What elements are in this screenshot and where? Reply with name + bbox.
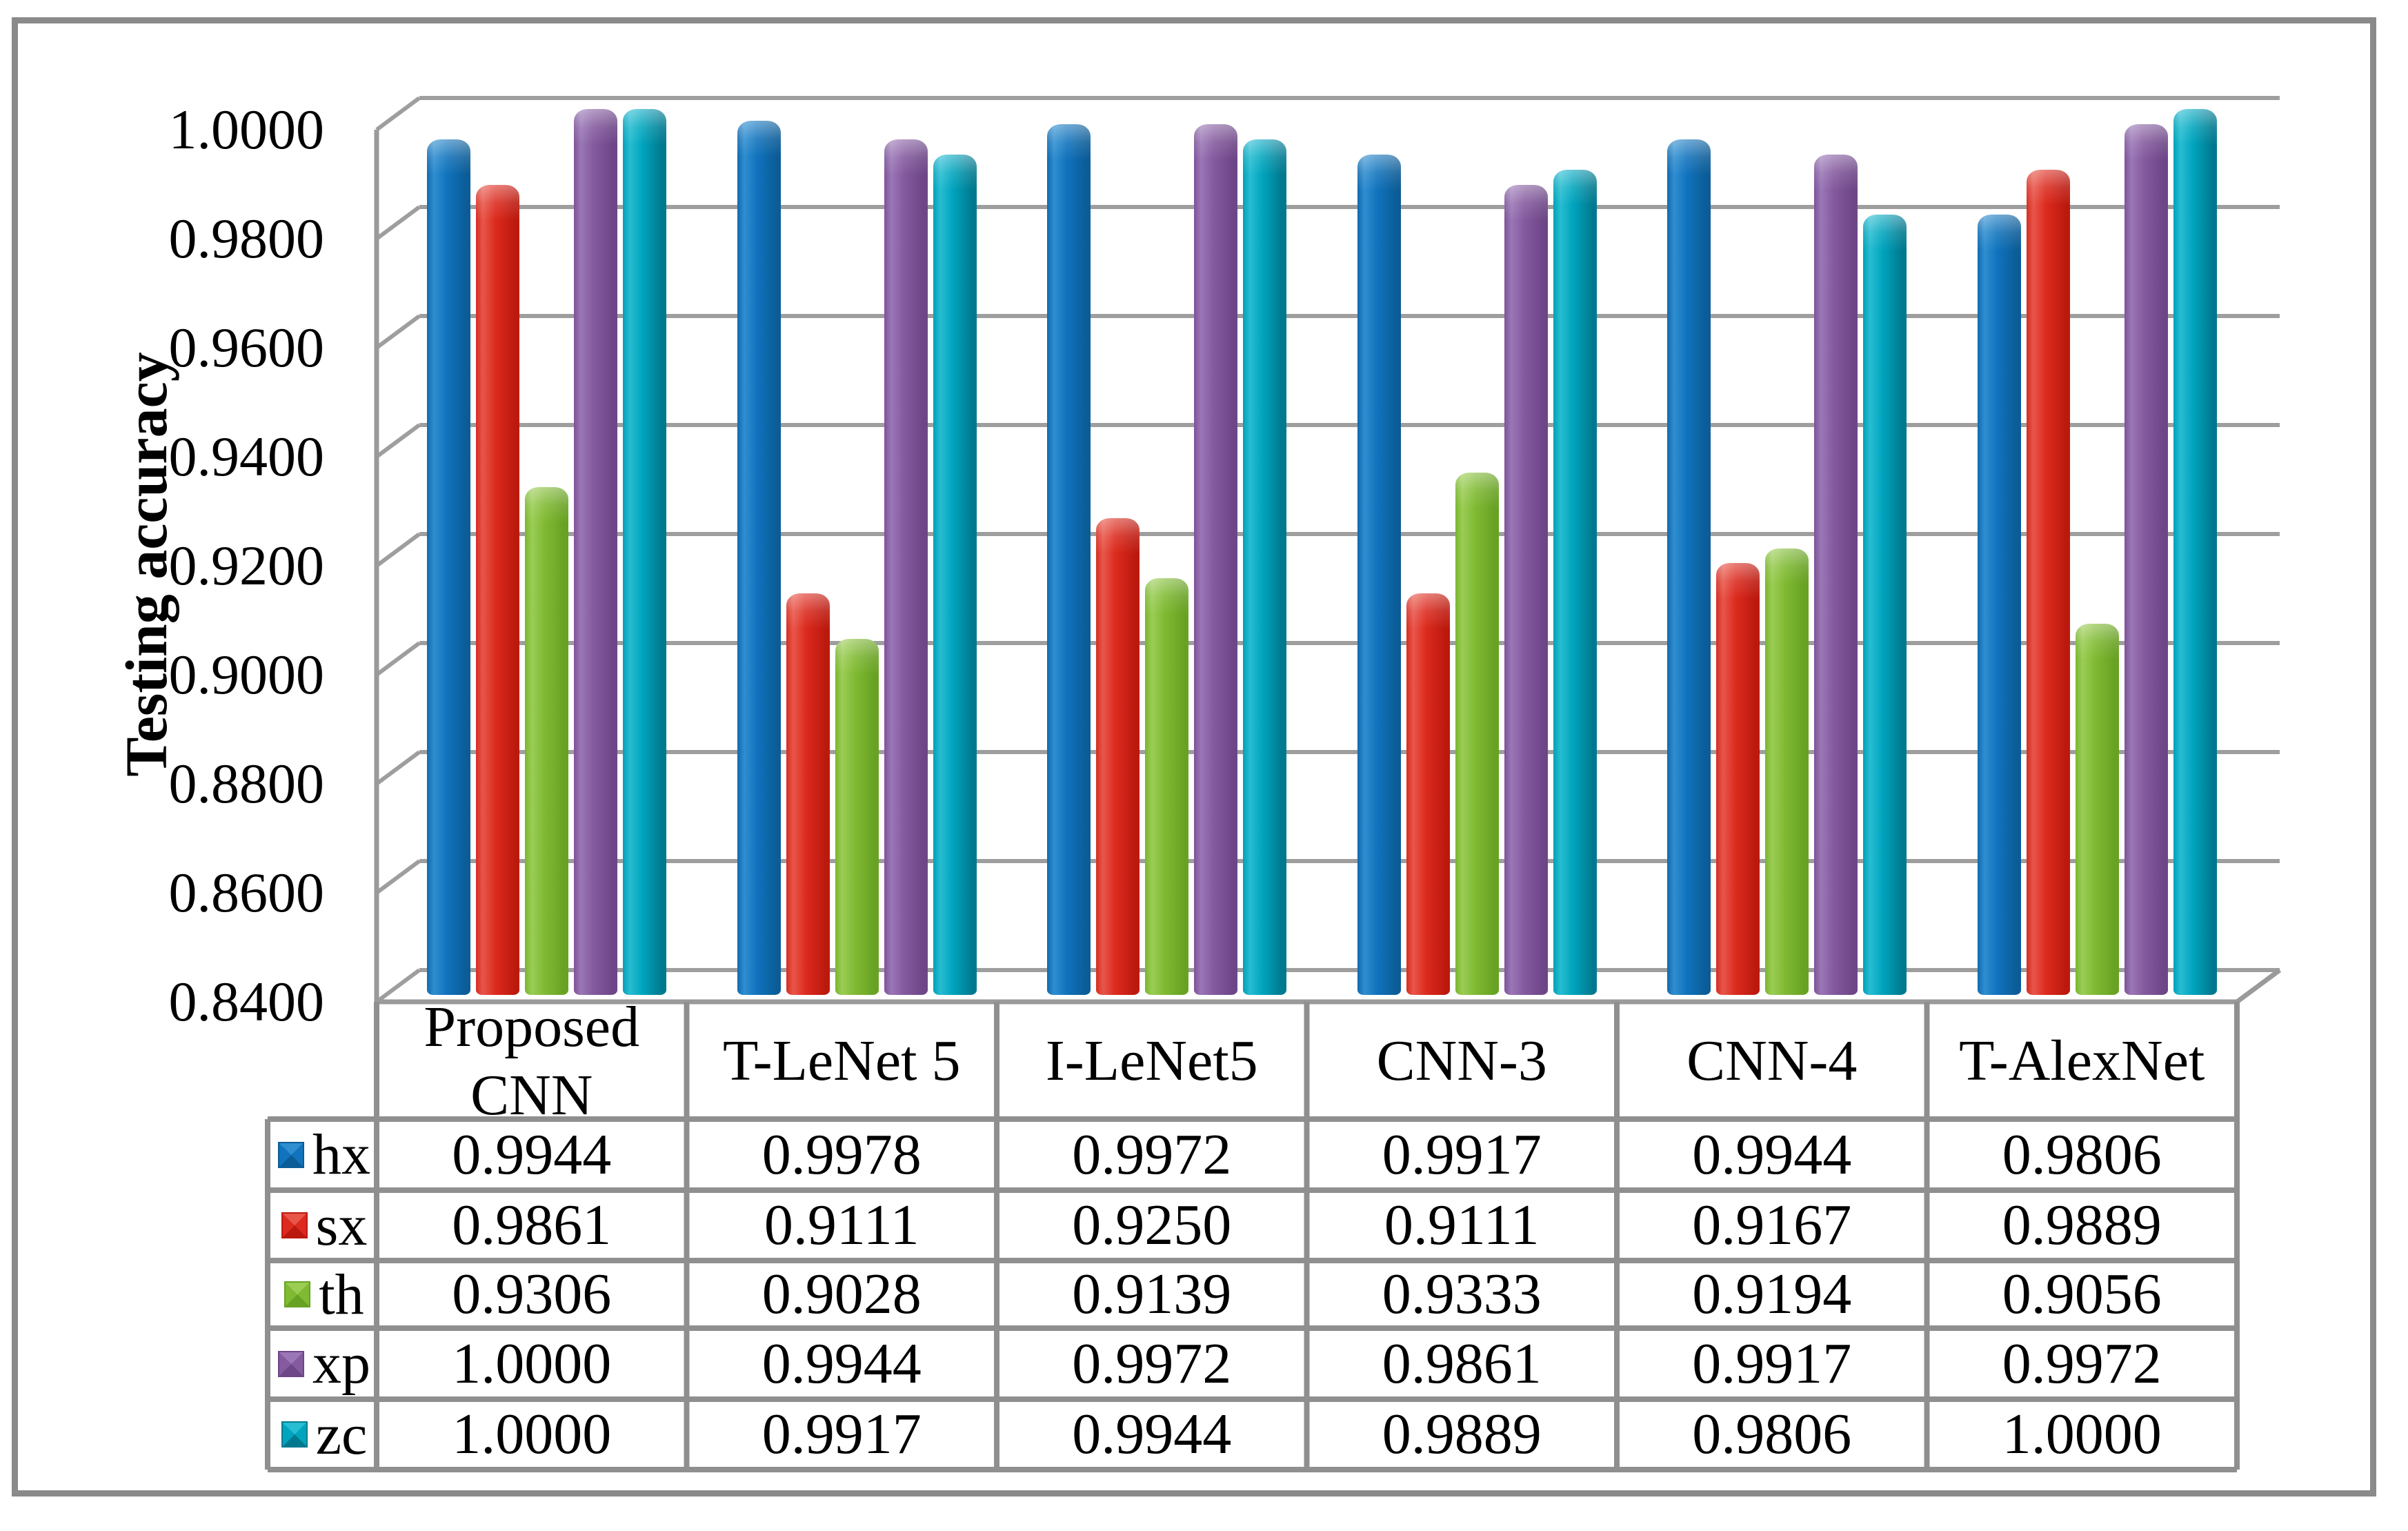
value-cell: 0.9028 bbox=[762, 1262, 922, 1327]
bar-xp-proposed-cnn bbox=[574, 109, 617, 995]
bar-zc-cnn-4 bbox=[1863, 215, 1907, 995]
bar-sx-cnn-4 bbox=[1716, 563, 1760, 995]
category-header-cell: T-AlexNet bbox=[1959, 1029, 2205, 1094]
value-cell: 0.9917 bbox=[1692, 1331, 1852, 1396]
bar-zc-proposed-cnn bbox=[623, 109, 666, 995]
figure-outer-border bbox=[12, 17, 2376, 1497]
y-tick-label: 1.0000 bbox=[168, 98, 325, 161]
bar-hx-cnn-3 bbox=[1357, 154, 1401, 995]
legend-key-cell-hx: hx bbox=[268, 1119, 377, 1190]
value-cell: 0.9806 bbox=[1692, 1402, 1852, 1467]
bar-zc-i-lenet5 bbox=[1243, 139, 1286, 995]
bar-xp-cnn-3 bbox=[1504, 184, 1548, 995]
bar-sx-t-lenet-5 bbox=[786, 593, 830, 995]
bar-xp-t-alexnet bbox=[2124, 124, 2168, 995]
bar-sx-proposed-cnn bbox=[476, 184, 519, 995]
bar-xp-i-lenet5 bbox=[1194, 124, 1237, 995]
bar-hx-cnn-4 bbox=[1667, 139, 1711, 995]
y-tick-label: 0.9800 bbox=[168, 207, 325, 270]
y-tick-label: 0.8400 bbox=[168, 970, 325, 1033]
category-header-cell: CNN-3 bbox=[1376, 1029, 1547, 1094]
bar-xp-t-lenet-5 bbox=[884, 139, 928, 995]
legend-key-cell-th: th bbox=[268, 1261, 377, 1328]
value-cell: 0.9139 bbox=[1072, 1262, 1232, 1327]
bar-th-cnn-4 bbox=[1765, 548, 1809, 995]
y-tick-label: 0.9400 bbox=[168, 425, 325, 488]
bar-sx-cnn-3 bbox=[1406, 593, 1450, 995]
value-cell: 0.9944 bbox=[762, 1331, 922, 1396]
data-table-grid bbox=[265, 1002, 2240, 1472]
value-cell: 0.9917 bbox=[1382, 1122, 1542, 1187]
legend-key-icon-zc bbox=[281, 1421, 308, 1448]
bar-hx-proposed-cnn bbox=[427, 139, 470, 995]
bar-th-t-alexnet bbox=[2075, 623, 2119, 995]
bar-th-t-lenet-5 bbox=[835, 638, 879, 995]
legend-key-icon-xp bbox=[278, 1350, 304, 1377]
value-cell: 0.9972 bbox=[2002, 1331, 2162, 1396]
value-cell: 0.9944 bbox=[452, 1122, 612, 1187]
legend-key-cell-xp: xp bbox=[268, 1328, 377, 1399]
category-header-cell: T-LeNet 5 bbox=[723, 1029, 961, 1094]
series-name-label: hx bbox=[312, 1123, 370, 1187]
category-header-cell: CNN-4 bbox=[1686, 1029, 1858, 1094]
bar-zc-cnn-3 bbox=[1553, 169, 1597, 995]
value-cell: 0.9861 bbox=[452, 1193, 612, 1258]
value-cell: 0.9250 bbox=[1072, 1193, 1232, 1258]
bar-sx-i-lenet5 bbox=[1096, 517, 1140, 995]
y-tick-label: 0.9200 bbox=[168, 534, 325, 597]
value-cell: 0.9111 bbox=[764, 1193, 919, 1258]
series-name-label: sx bbox=[315, 1193, 368, 1258]
series-name-label: zc bbox=[315, 1402, 368, 1467]
bar-zc-t-alexnet bbox=[2173, 109, 2217, 995]
value-cell: 0.9861 bbox=[1382, 1331, 1542, 1396]
bar-xp-cnn-4 bbox=[1814, 154, 1858, 995]
category-header-cell: Proposed CNN bbox=[424, 994, 640, 1127]
bar-sx-t-alexnet bbox=[2026, 169, 2070, 995]
series-name-label: xp bbox=[312, 1332, 370, 1396]
value-cell: 1.0000 bbox=[452, 1402, 612, 1467]
value-cell: 0.9972 bbox=[1072, 1331, 1232, 1396]
value-cell: 1.0000 bbox=[452, 1331, 612, 1396]
series-name-label: th bbox=[319, 1262, 364, 1327]
gridlines bbox=[375, 96, 2280, 1004]
legend-key-cell-sx: sx bbox=[268, 1190, 377, 1261]
value-cell: 0.9333 bbox=[1382, 1262, 1542, 1327]
legend-key-icon-hx bbox=[278, 1141, 304, 1168]
legend-key-icon-th bbox=[284, 1281, 311, 1307]
bar-hx-t-alexnet bbox=[1977, 215, 2021, 995]
value-cell: 0.9889 bbox=[1382, 1402, 1542, 1467]
legend-key-icon-sx bbox=[281, 1212, 308, 1238]
value-cell: 0.9306 bbox=[452, 1262, 612, 1327]
value-cell: 0.9972 bbox=[1072, 1122, 1232, 1187]
legend-key-cell-zc: zc bbox=[268, 1399, 377, 1470]
value-cell: 0.9917 bbox=[762, 1402, 922, 1467]
bar-th-i-lenet5 bbox=[1145, 578, 1188, 995]
value-cell: 0.9111 bbox=[1384, 1193, 1540, 1258]
value-cell: 0.9056 bbox=[2002, 1262, 2162, 1327]
y-tick-label: 0.8800 bbox=[168, 752, 325, 815]
bar-zc-t-lenet-5 bbox=[933, 154, 977, 995]
value-cell: 0.9944 bbox=[1072, 1402, 1232, 1467]
bar-th-cnn-3 bbox=[1455, 472, 1499, 995]
y-tick-label: 0.8600 bbox=[168, 861, 325, 924]
y-tick-label: 0.9000 bbox=[168, 643, 325, 706]
value-cell: 0.9944 bbox=[1692, 1122, 1852, 1187]
y-tick-label: 0.9600 bbox=[168, 316, 325, 379]
bar-hx-i-lenet5 bbox=[1047, 124, 1091, 995]
value-cell: 0.9194 bbox=[1692, 1262, 1852, 1327]
value-cell: 0.9978 bbox=[762, 1122, 922, 1187]
value-cell: 0.9806 bbox=[2002, 1122, 2162, 1187]
bar-hx-t-lenet-5 bbox=[737, 121, 781, 995]
category-header-cell: I-LeNet5 bbox=[1045, 1029, 1258, 1094]
value-cell: 1.0000 bbox=[2002, 1402, 2162, 1467]
bar-th-proposed-cnn bbox=[525, 487, 568, 995]
value-cell: 0.9889 bbox=[2002, 1193, 2162, 1258]
value-cell: 0.9167 bbox=[1692, 1193, 1852, 1258]
